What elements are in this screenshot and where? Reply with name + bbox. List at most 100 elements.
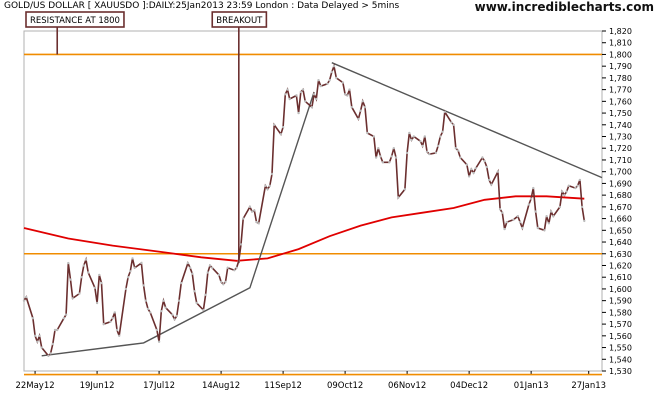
price-point [547, 222, 551, 225]
price-point [175, 314, 178, 318]
x-tick-label: 01Jan13 [514, 381, 549, 391]
y-tick-label: 1,620 [609, 261, 632, 270]
price-line [23, 63, 586, 358]
price-point [301, 88, 305, 91]
y-axis: 1,530 1,540 1,550 1,560 1,570 1,580 1,590 1,600… [602, 27, 632, 376]
price-point [372, 135, 376, 138]
price-point [332, 65, 336, 68]
y-tick-label: 1,690 [609, 179, 632, 188]
x-tick-label: 04Dec12 [450, 381, 488, 391]
price-point [408, 131, 411, 135]
price-point [359, 109, 362, 112]
price-point [233, 269, 236, 272]
price-point [421, 144, 424, 148]
price-point [36, 340, 39, 343]
price-point [567, 184, 570, 187]
price-point [111, 317, 114, 320]
price-point [527, 203, 531, 206]
price-point [40, 346, 43, 349]
price-point [191, 272, 194, 275]
y-tick-label: 1,710 [609, 156, 632, 165]
price-point [219, 280, 223, 284]
price-point [124, 287, 128, 291]
y-tick-label: 1,730 [609, 133, 632, 142]
price-point [574, 186, 577, 190]
price-point [565, 190, 568, 193]
price-point [140, 261, 143, 265]
price-point [93, 286, 97, 289]
price-point [576, 184, 579, 187]
price-point [281, 125, 285, 129]
x-tick-label: 11Sep12 [264, 381, 302, 391]
price-point [501, 211, 504, 214]
price-point [297, 111, 300, 115]
price-point [549, 210, 553, 213]
x-axis: 22May12 19Jun12 17Jul12 14Aug12 11Sep12 09Oct… [15, 371, 606, 391]
price-point [392, 147, 395, 150]
price-point [208, 264, 212, 267]
price-point [268, 184, 271, 187]
x-tick-label: 27Jan13 [571, 381, 606, 391]
price-point [160, 310, 163, 313]
price-point [38, 334, 41, 337]
price-point [388, 161, 391, 164]
price-point [423, 135, 426, 138]
price-point [146, 307, 150, 311]
x-tick-label: 17Jul12 [143, 381, 175, 391]
price-point [312, 93, 316, 96]
price-point [242, 217, 245, 220]
price-point [270, 172, 274, 176]
price-point [363, 106, 367, 109]
price-point [87, 271, 90, 274]
price-point [95, 301, 99, 305]
price-point [149, 311, 152, 314]
price-point [428, 152, 431, 156]
price-point [403, 188, 407, 191]
y-tick-label: 1,610 [609, 273, 632, 282]
chart-title: GOLD/US DOLLAR [ XAUUSDO ]:DAILY:25Jan20… [4, 1, 400, 11]
annotation-breakout: BREAKOUT [211, 11, 268, 264]
price-point [217, 273, 221, 277]
price-point [583, 219, 586, 223]
price-point [470, 168, 473, 171]
price-point [335, 76, 338, 80]
price-point [273, 123, 276, 127]
y-tick-label: 1,570 [609, 320, 632, 329]
price-point [485, 165, 488, 169]
price-point [224, 280, 227, 284]
price-point [390, 155, 393, 158]
price-point [397, 196, 400, 199]
price-point [142, 284, 145, 287]
price-point [381, 161, 384, 164]
y-tick-label: 1,780 [609, 74, 632, 83]
price-point [536, 226, 539, 230]
price-point [341, 81, 345, 84]
price-point [162, 299, 165, 302]
price-point [102, 322, 105, 326]
price-point [412, 135, 415, 138]
price-point [286, 88, 289, 91]
price-point [521, 226, 524, 230]
price-point [505, 220, 508, 224]
price-point [456, 149, 460, 152]
price-point [405, 151, 409, 155]
price-point [126, 276, 130, 279]
y-tick-label: 1,720 [609, 144, 632, 153]
price-point [310, 106, 314, 109]
site-url[interactable]: www.incrediblecharts.com [474, 0, 654, 14]
price-point [425, 150, 429, 153]
price-point [164, 306, 167, 309]
price-point [483, 159, 486, 163]
price-point [543, 229, 546, 232]
y-tick-label: 1,550 [609, 344, 632, 353]
price-point [115, 328, 119, 332]
price-point [512, 218, 515, 221]
y-tick-label: 1,630 [609, 250, 632, 259]
price-point [144, 299, 147, 302]
price-point [346, 94, 349, 97]
price-point [155, 328, 159, 332]
price-point [264, 184, 267, 187]
y-tick-label: 1,650 [609, 226, 632, 235]
